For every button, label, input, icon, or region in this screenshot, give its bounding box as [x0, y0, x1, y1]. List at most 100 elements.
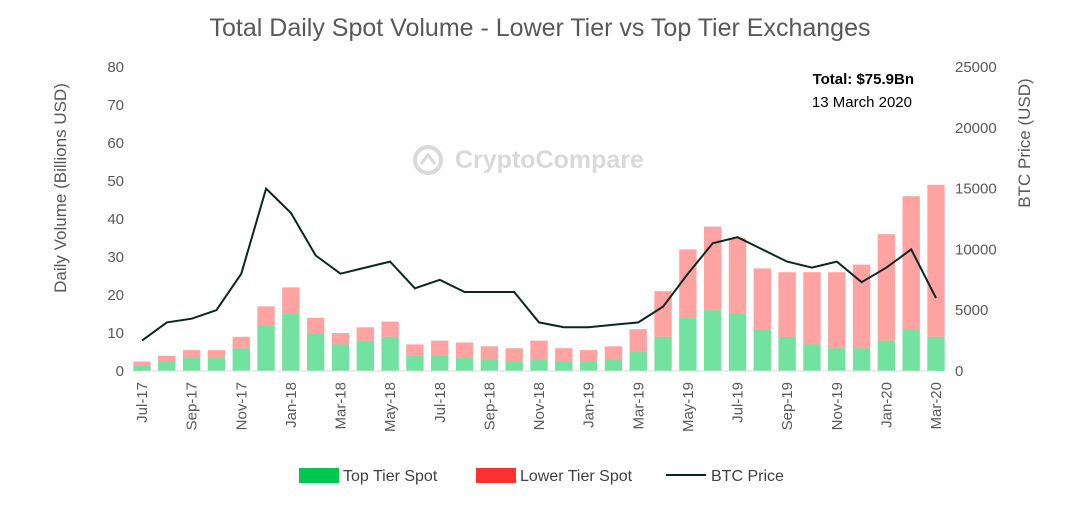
lower-tier-bar — [828, 272, 846, 349]
x-tick-label: Mar-20 — [928, 382, 945, 430]
top-tier-bar — [555, 361, 573, 371]
y-axis-title: Daily Volume (Billions USD) — [51, 83, 70, 293]
lower-tier-bar — [257, 306, 275, 326]
lower-tier-bar — [778, 272, 796, 337]
lower-tier-bar — [728, 238, 747, 314]
lower-tier-bar — [704, 226, 722, 311]
y-tick-label: 50 — [107, 173, 124, 190]
lower-tier-bar — [158, 355, 176, 362]
top-tier-bar — [728, 314, 747, 371]
y2-tick-label: 0 — [955, 363, 963, 380]
top-tier-bar — [778, 336, 796, 371]
lower-tier-bar — [307, 317, 325, 333]
chart-title: Total Daily Spot Volume - Lower Tier vs … — [210, 14, 871, 42]
top-tier-bar — [877, 340, 896, 371]
btc-price-line — [141, 186, 937, 342]
lower-tier-bar — [852, 264, 871, 349]
top-tier-bar — [257, 325, 275, 371]
lower-tier-bar — [679, 249, 697, 318]
top-tier-bar — [704, 310, 722, 371]
top-tier-bar — [902, 329, 920, 371]
lower-tier-bar — [455, 342, 474, 358]
top-tier-bar — [927, 336, 945, 371]
top-tier-bar — [852, 348, 871, 371]
top-tier-bar — [356, 340, 374, 371]
top-tier-bar — [604, 359, 623, 371]
x-tick-label: May-19 — [680, 382, 697, 432]
x-tick-label: Jan-19 — [581, 382, 598, 428]
top-tier-bar — [307, 333, 325, 371]
top-tier-bar — [207, 357, 226, 371]
top-tier-bar — [182, 357, 201, 371]
lower-tier-bar — [604, 346, 623, 360]
y2-tick-label: 10000 — [955, 241, 997, 258]
y-tick-label: 80 — [107, 59, 124, 76]
lower-tier-bar — [356, 327, 374, 341]
top-tier-bar — [431, 355, 449, 371]
lower-tier-bar — [431, 340, 449, 356]
lower-tier-bar — [182, 350, 201, 358]
y2-tick-label: 25000 — [955, 59, 997, 76]
lower-tier-bar — [381, 321, 399, 337]
lower-tier-bar — [331, 333, 350, 345]
legend: Top Tier Spot Lower Tier Spot BTC Price — [299, 468, 784, 485]
top-tier-bar — [654, 336, 672, 371]
y2-axis-title: BTC Price (USD) — [1015, 78, 1034, 207]
lower-tier-bar — [753, 268, 771, 330]
top-tier-bar — [579, 361, 598, 371]
lower-tier-bar — [927, 184, 945, 337]
top-tier-bar — [828, 348, 846, 371]
y2-tick-label: 20000 — [955, 120, 997, 137]
y-tick-label: 0 — [116, 363, 124, 380]
lower-tier-bar — [232, 336, 250, 349]
y-tick-label: 40 — [107, 211, 124, 228]
lower-tier-bar — [654, 291, 672, 337]
x-tick-label: Nov-19 — [829, 382, 846, 430]
top-tier-bar — [480, 359, 499, 371]
watermark-text: CryptoCompare — [455, 146, 644, 174]
lower-tier-bar — [505, 348, 523, 362]
lower-tier-bar — [555, 348, 573, 362]
top-tier-bar — [679, 317, 697, 371]
top-tier-bar — [629, 352, 647, 371]
annotation-date: 13 March 2020 — [812, 94, 912, 111]
y-tick-label: 70 — [107, 97, 124, 114]
x-tick-label: Nov-18 — [531, 382, 548, 430]
top-tier-bar — [158, 361, 176, 371]
y2-tick-label: 15000 — [955, 181, 997, 198]
top-tier-bar — [232, 348, 250, 371]
x-tick-label: Mar-18 — [333, 382, 350, 430]
top-tier-bar — [381, 336, 399, 371]
top-tier-bar — [282, 314, 300, 371]
lower-tier-bar — [877, 234, 896, 341]
top-tier-bar — [505, 361, 523, 371]
x-tick-label: May-18 — [382, 382, 399, 432]
x-tick-label: Sep-19 — [779, 382, 796, 430]
legend-swatch-lower-tier — [476, 468, 516, 483]
top-tier-bar — [530, 359, 548, 371]
y-tick-label: 10 — [107, 325, 124, 342]
top-tier-bar — [455, 357, 474, 371]
x-tick-label: Jul-17 — [134, 382, 151, 423]
legend-label-top-tier: Top Tier Spot — [343, 468, 438, 485]
x-tick-label: Jan-18 — [283, 382, 300, 428]
top-tier-bar — [406, 355, 424, 371]
total-volume-annotation: Total: $75.9Bn — [813, 71, 914, 88]
legend-swatch-top-tier — [299, 468, 339, 483]
y-tick-label: 60 — [107, 135, 124, 152]
lower-tier-bar — [902, 196, 920, 330]
x-tick-label: Sep-17 — [184, 382, 201, 430]
lower-tier-bar — [579, 350, 598, 362]
lower-tier-bar — [406, 344, 424, 356]
top-tier-bar — [133, 365, 151, 371]
lower-tier-bar — [803, 272, 821, 345]
lower-tier-bar — [207, 350, 226, 358]
lower-tier-bar — [480, 346, 499, 360]
top-tier-bar — [803, 344, 821, 371]
cryptocompare-logo-icon — [413, 145, 443, 175]
y-tick-label: 20 — [107, 287, 124, 304]
x-tick-label: Jan-20 — [878, 382, 895, 428]
legend-label-lower-tier: Lower Tier Spot — [520, 468, 633, 485]
lower-tier-bar — [530, 340, 548, 360]
x-tick-label: Mar-19 — [630, 382, 647, 430]
